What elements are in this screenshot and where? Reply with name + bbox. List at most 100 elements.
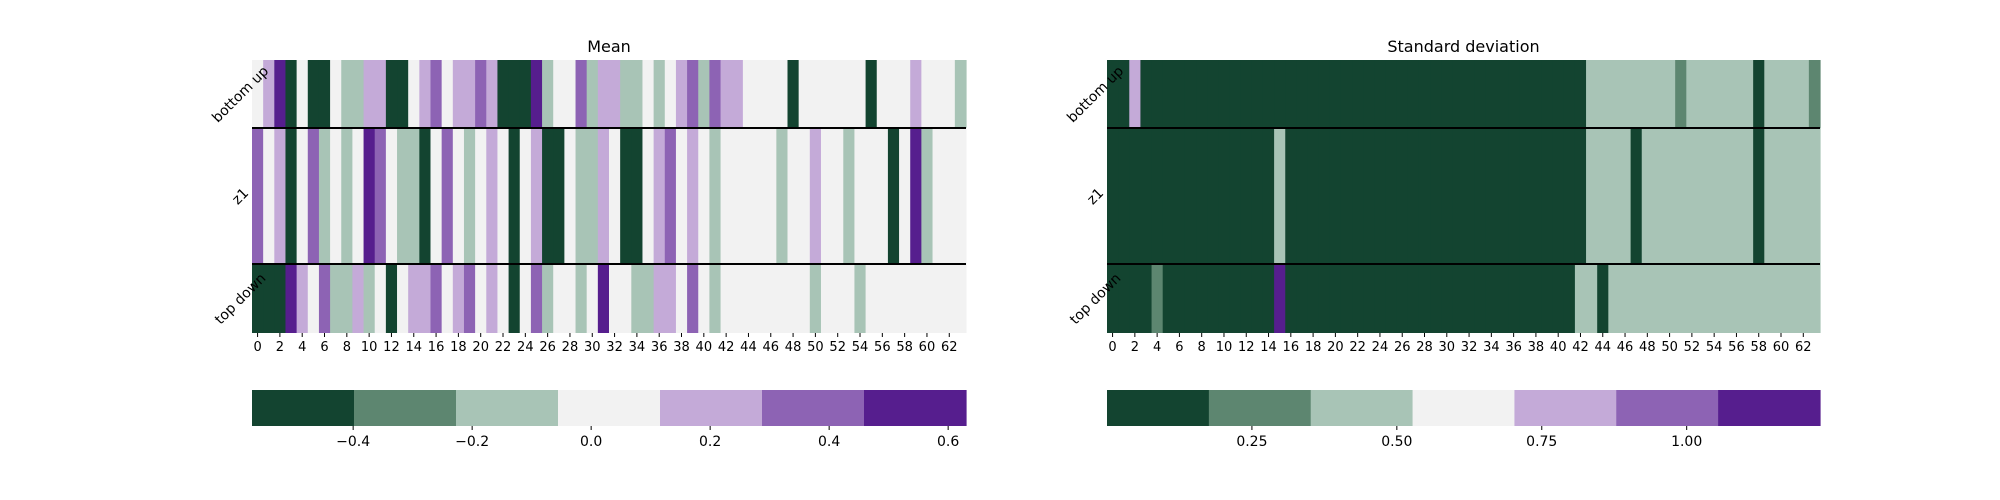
heatmap-cell bbox=[542, 264, 554, 333]
heatmap-cell bbox=[263, 128, 275, 264]
heatmap-cell bbox=[731, 60, 744, 128]
heatmap-cell bbox=[1619, 60, 1632, 128]
heatmap-cell bbox=[642, 128, 655, 264]
heatmap-cell bbox=[1262, 60, 1275, 128]
heatmap-cell bbox=[497, 60, 510, 128]
heatmap-cell bbox=[285, 264, 298, 333]
x-tick-label: 56 bbox=[874, 340, 891, 355]
x-tick-label: 54 bbox=[852, 340, 869, 355]
x-tick-label: 36 bbox=[651, 340, 668, 355]
heatmap-cell bbox=[330, 264, 342, 333]
heatmap-cell bbox=[899, 60, 911, 128]
heatmap-cell bbox=[809, 264, 822, 333]
heatmap-cell bbox=[642, 264, 655, 333]
heatmap-cell bbox=[1329, 60, 1342, 128]
heatmap-cell bbox=[1496, 60, 1509, 128]
heatmap-cell bbox=[1586, 60, 1598, 128]
heatmap-cell bbox=[252, 264, 264, 333]
row-label: z1 bbox=[1084, 185, 1107, 208]
x-tick-label: 40 bbox=[696, 340, 713, 355]
heatmap-cell bbox=[252, 60, 264, 128]
heatmap-cell bbox=[1418, 60, 1431, 128]
heatmap-cell bbox=[1742, 60, 1754, 128]
heatmap-cell bbox=[687, 264, 699, 333]
heatmap-cell bbox=[441, 60, 454, 128]
x-tick-label: 36 bbox=[1505, 340, 1522, 355]
heatmap-cell bbox=[1296, 128, 1309, 264]
heatmap-cell bbox=[1340, 128, 1353, 264]
heatmap-cell bbox=[341, 264, 354, 333]
heatmap-cell bbox=[530, 128, 543, 264]
heatmap-cell bbox=[1463, 128, 1476, 264]
x-tick-label: 18 bbox=[1305, 340, 1322, 355]
heatmap-cell bbox=[564, 60, 577, 128]
heatmap-cell bbox=[1240, 264, 1253, 333]
heatmap-cell bbox=[765, 60, 777, 128]
heatmap-cell bbox=[1775, 264, 1788, 333]
heatmap-cell bbox=[609, 60, 621, 128]
heatmap-cell bbox=[1641, 60, 1654, 128]
heatmap-cell bbox=[1697, 60, 1710, 128]
colorbar-tick-label: 0.6 bbox=[937, 434, 959, 450]
x-tick-label: 2 bbox=[1131, 340, 1139, 355]
heatmap-cell bbox=[1140, 128, 1153, 264]
colorbar-block bbox=[252, 390, 355, 426]
heatmap-cell bbox=[1307, 60, 1320, 128]
heatmap-cell bbox=[1608, 128, 1621, 264]
heatmap-cell bbox=[1764, 264, 1777, 333]
heatmap-cell bbox=[1184, 60, 1197, 128]
heatmap-cell bbox=[887, 264, 900, 333]
heatmap-cell bbox=[1474, 128, 1487, 264]
heatmap-cell bbox=[1742, 128, 1754, 264]
heatmap-cell bbox=[419, 60, 432, 128]
heatmap-cell bbox=[1608, 60, 1621, 128]
heatmap-cell bbox=[1118, 128, 1130, 264]
heatmap-cell bbox=[318, 264, 331, 333]
x-tick-label: 26 bbox=[539, 340, 556, 355]
heatmap-cell bbox=[1764, 128, 1777, 264]
heatmap-cell bbox=[307, 264, 320, 333]
heatmap-cell bbox=[1808, 60, 1821, 128]
heatmap-cell bbox=[1307, 264, 1320, 333]
heatmap-cell bbox=[341, 128, 354, 264]
heatmap-cell bbox=[1129, 60, 1142, 128]
heatmap-cell bbox=[887, 128, 900, 264]
colorbar-block bbox=[1616, 390, 1719, 426]
heatmap-cell bbox=[1274, 60, 1286, 128]
heatmap-cell bbox=[1173, 264, 1186, 333]
heatmap-cell bbox=[318, 60, 331, 128]
heatmap-cell bbox=[1630, 128, 1643, 264]
colorbar-block bbox=[558, 390, 661, 426]
heatmap-cell bbox=[1296, 60, 1309, 128]
x-tick-label: 62 bbox=[941, 340, 958, 355]
heatmap-cell bbox=[1107, 128, 1119, 264]
heatmap-cell bbox=[452, 60, 465, 128]
heatmap-cell bbox=[754, 60, 766, 128]
heatmap-cell bbox=[263, 264, 275, 333]
heatmap-cell bbox=[631, 264, 644, 333]
heatmap-cell bbox=[899, 128, 911, 264]
heatmap-cell bbox=[1418, 264, 1431, 333]
heatmap-cell bbox=[653, 264, 666, 333]
heatmap-cell bbox=[1274, 264, 1286, 333]
heatmap-cell bbox=[1285, 128, 1297, 264]
x-tick-label: 34 bbox=[629, 340, 646, 355]
x-tick-label: 28 bbox=[562, 340, 579, 355]
heatmap-cell bbox=[675, 128, 688, 264]
heatmap-cell bbox=[798, 264, 811, 333]
heatmap-cell bbox=[1285, 60, 1297, 128]
heatmap-cell bbox=[296, 60, 309, 128]
heatmap-cell bbox=[1664, 60, 1676, 128]
heatmap-cell bbox=[1318, 128, 1331, 264]
x-tick-label: 50 bbox=[807, 340, 824, 355]
heatmap-cell bbox=[1129, 264, 1142, 333]
heatmap-cell bbox=[1340, 264, 1353, 333]
heatmap-cell bbox=[553, 128, 565, 264]
heatmap-cell bbox=[441, 264, 454, 333]
heatmap-cell bbox=[1485, 128, 1498, 264]
heatmap-cell bbox=[1196, 128, 1208, 264]
heatmap-cell bbox=[1329, 264, 1342, 333]
heatmap-cell bbox=[586, 128, 599, 264]
heatmap-cell bbox=[1207, 60, 1220, 128]
heatmap-cell bbox=[876, 60, 889, 128]
